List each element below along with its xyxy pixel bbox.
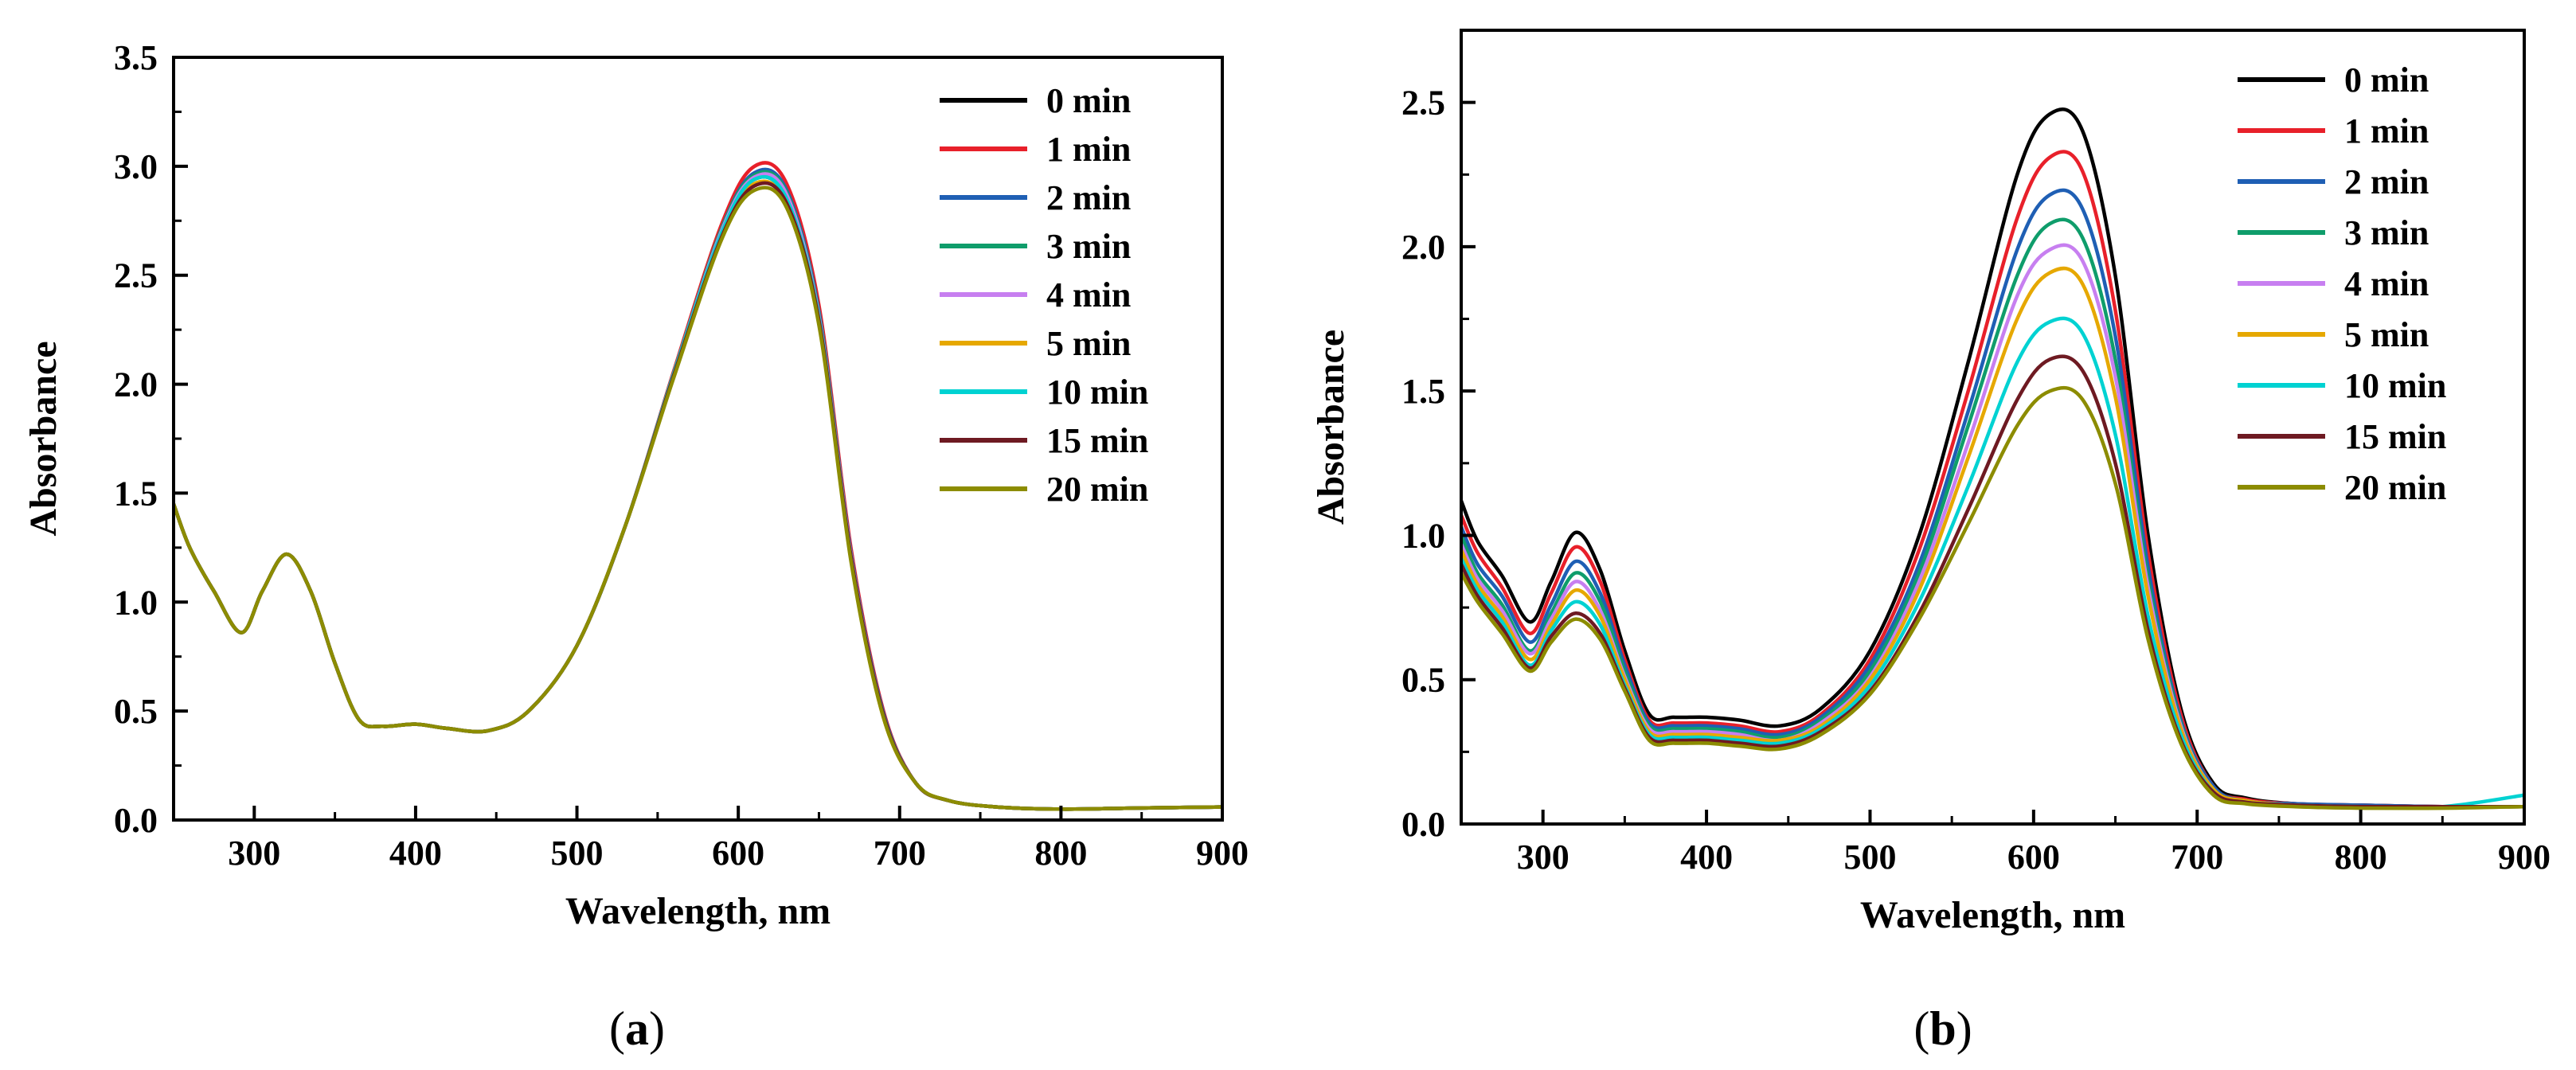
plot-a-y-tick-label-4: 2.0 — [114, 365, 158, 404]
plot-b-legend-label-8: 20 min — [2344, 468, 2446, 507]
plot-a-x-tick-label-1: 400 — [389, 834, 442, 873]
panel-b-label: (b) — [1913, 1002, 1972, 1055]
plot-b-legend-label-1: 1 min — [2344, 111, 2429, 150]
plot-a-series — [174, 161, 1222, 811]
plot-a-x-tick-label-3: 600 — [712, 834, 764, 873]
plot-b-x-tick-label-0: 300 — [1517, 838, 1569, 877]
plot-a-legend-label-1: 1 min — [1046, 130, 1131, 169]
plot-a-x-tick-label-6: 900 — [1196, 834, 1249, 873]
plot-a-x-tick-label-0: 300 — [228, 834, 280, 873]
plot-b-chart: 300 400 500 600 700 800 900 0.0 0.5 1.0 1.5 2.0 2.5 W… — [1310, 29, 2551, 936]
plot-a-legend-label-7: 15 min — [1046, 421, 1148, 460]
plot-a-y-tick-label-1: 0.5 — [114, 692, 158, 731]
plot-b-y-axis: 0.0 0.5 1.0 1.5 2.0 2.5 — [1401, 29, 1476, 844]
plot-a-x-tick-label-2: 500 — [551, 834, 604, 873]
plot-b-y-tick-label-1: 0.5 — [1401, 661, 1445, 700]
plot-b-series — [1461, 107, 2524, 810]
plot-a-chart: 300 400 500 600 700 800 900 0.0 0.5 1.0 1.5 2.0 2.5 3… — [22, 38, 1249, 932]
plot-b-series-line-8 — [1461, 385, 2524, 810]
panel-a: 300 400 500 600 700 800 900 0.0 0.5 1.0 1.5 2.0 2.5 3… — [22, 38, 1249, 1055]
plot-a-legend-label-0: 0 min — [1046, 81, 1131, 120]
plot-b-legend-label-3: 3 min — [2344, 213, 2429, 252]
plot-b-legend-label-6: 10 min — [2344, 366, 2446, 405]
plot-b-series-line-2 — [1461, 188, 2524, 809]
plot-a-x-axis-title: Wavelength, nm — [565, 890, 831, 932]
plot-b-legend-label-4: 4 min — [2344, 264, 2429, 303]
plot-a-legend-label-2: 2 min — [1046, 178, 1131, 217]
plot-a-x-tick-label-5: 800 — [1034, 834, 1087, 873]
plot-a-y-axis: 0.0 0.5 1.0 1.5 2.0 2.5 3.0 3.5 — [114, 38, 188, 840]
panel-a-label: (a) — [609, 1002, 665, 1055]
plot-b-legend-label-5: 5 min — [2344, 315, 2429, 354]
plot-b-y-axis-title: Absorbance — [1310, 330, 1352, 525]
plot-a-y-tick-label-5: 2.5 — [114, 256, 158, 295]
plot-b-x-tick-label-3: 600 — [2007, 838, 2060, 877]
plot-a-y-tick-label-2: 1.0 — [114, 583, 158, 622]
plot-b-x-tick-label-4: 700 — [2171, 838, 2223, 877]
plot-a-y-tick-label-6: 3.0 — [114, 147, 158, 186]
plot-b-legend-label-2: 2 min — [2344, 162, 2429, 201]
plot-b-x-axis-title: Wavelength, nm — [1860, 894, 2125, 936]
plot-a-legend-label-4: 4 min — [1046, 275, 1131, 314]
plot-a-x-tick-label-4: 700 — [874, 834, 926, 873]
plot-b-y-tick-label-2: 1.0 — [1401, 516, 1445, 555]
plot-b-y-tick-label-3: 1.5 — [1401, 372, 1445, 411]
plot-a-legend-label-8: 20 min — [1046, 470, 1148, 509]
plot-b-series-line-5 — [1461, 266, 2524, 809]
plot-a-y-axis-title: Absorbance — [22, 341, 64, 536]
plot-b-y-tick-label-0: 0.0 — [1401, 805, 1445, 844]
plot-a-y-tick-label-0: 0.0 — [114, 801, 158, 840]
plot-b-y-tick-label-5: 2.5 — [1401, 84, 1445, 123]
plot-b-series-line-7 — [1461, 354, 2524, 809]
plot-a-series-line-8 — [174, 185, 1222, 811]
plot-b-legend: 0 min 1 min 2 min 3 min 4 min 5 min 10 min 15 m… — [2238, 61, 2446, 507]
plot-a-x-axis: 300 400 500 600 700 800 900 — [228, 806, 1249, 873]
plot-b-y-tick-label-4: 2.0 — [1401, 228, 1445, 267]
plot-b-x-tick-label-6: 900 — [2498, 838, 2551, 877]
plot-a-legend: 0 min 1 min 2 min 3 min 4 min 5 min 10 min 15 m… — [940, 81, 1148, 509]
plot-a-y-tick-label-7: 3.5 — [114, 38, 158, 77]
plot-b-x-axis: 300 400 500 600 700 800 900 — [1517, 810, 2551, 877]
plot-b-legend-label-7: 15 min — [2344, 417, 2446, 456]
plot-b-x-tick-label-2: 500 — [1843, 838, 1896, 877]
plot-b-x-tick-label-1: 400 — [1680, 838, 1733, 877]
plot-b-frame — [1460, 29, 2526, 826]
plot-a-legend-label-6: 10 min — [1046, 373, 1148, 412]
plot-a-y-tick-label-3: 1.5 — [114, 474, 158, 513]
plot-a-legend-label-3: 3 min — [1046, 227, 1131, 266]
panel-b: 300 400 500 600 700 800 900 0.0 0.5 1.0 1.5 2.0 2.5 W… — [1310, 29, 2551, 1055]
plot-b-x-tick-label-5: 800 — [2335, 838, 2387, 877]
plot-a-legend-label-5: 5 min — [1046, 324, 1131, 363]
plot-b-legend-label-0: 0 min — [2344, 61, 2429, 100]
